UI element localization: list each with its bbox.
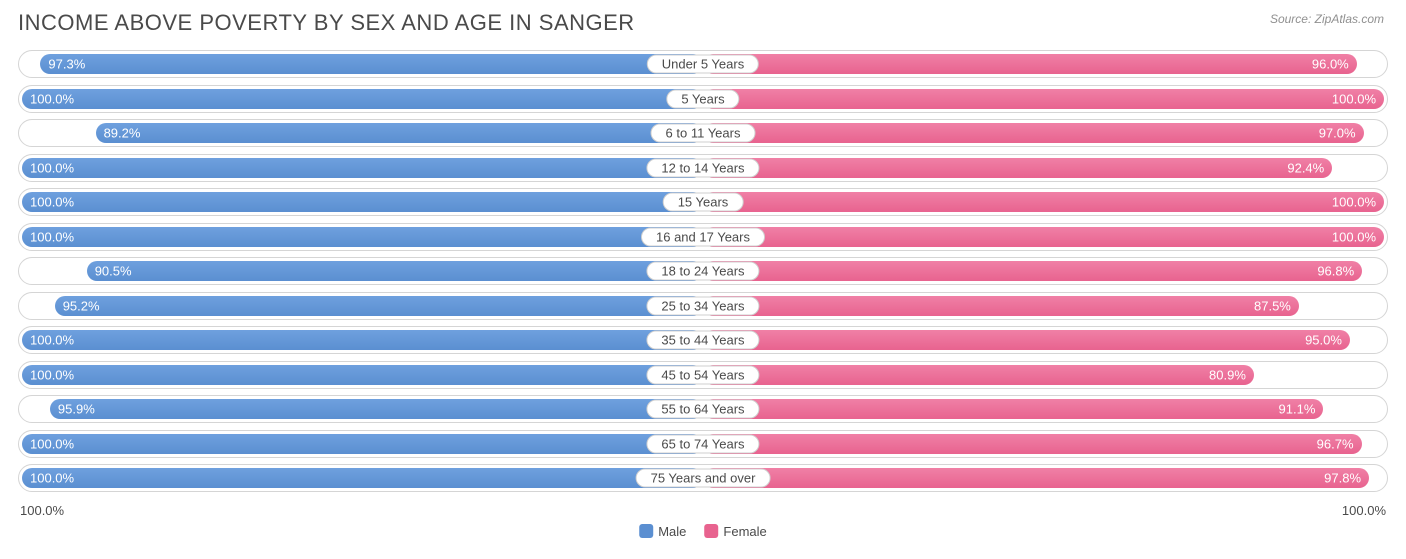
female-value: 95.0% (1305, 333, 1342, 348)
age-label: 16 and 17 Years (641, 227, 765, 246)
male-value: 100.0% (30, 160, 74, 175)
x-axis: 100.0% 100.0% (18, 499, 1388, 518)
female-bar: 96.7% (703, 434, 1362, 454)
source-attribution: Source: ZipAtlas.com (1270, 12, 1384, 26)
male-value: 97.3% (48, 57, 85, 72)
axis-left-label: 100.0% (20, 503, 64, 518)
female-bar: 92.4% (703, 158, 1332, 178)
male-bar: 100.0% (22, 227, 703, 247)
chart-row: 89.2% 97.0% 6 to 11 Years (18, 119, 1388, 147)
female-bar: 100.0% (703, 192, 1384, 212)
age-label: 55 to 64 Years (646, 400, 759, 419)
male-value: 89.2% (104, 126, 141, 141)
female-swatch-icon (704, 524, 718, 538)
male-bar: 97.3% (40, 54, 703, 74)
age-label: 5 Years (666, 89, 739, 108)
female-value: 91.1% (1279, 402, 1316, 417)
age-label: Under 5 Years (647, 55, 759, 74)
male-value: 100.0% (30, 333, 74, 348)
chart-row: 90.5% 96.8% 18 to 24 Years (18, 257, 1388, 285)
chart-row: 95.2% 87.5% 25 to 34 Years (18, 292, 1388, 320)
age-label: 15 Years (663, 193, 744, 212)
male-value: 95.2% (63, 298, 100, 313)
male-swatch-icon (639, 524, 653, 538)
chart-row: 100.0% 100.0% 15 Years (18, 188, 1388, 216)
male-value: 100.0% (30, 471, 74, 486)
legend: Male Female (639, 524, 767, 539)
male-value: 100.0% (30, 436, 74, 451)
legend-male-label: Male (658, 524, 686, 539)
axis-right-label: 100.0% (1342, 503, 1386, 518)
male-bar: 95.2% (55, 296, 703, 316)
female-value: 80.9% (1209, 367, 1246, 382)
age-label: 35 to 44 Years (646, 331, 759, 350)
female-value: 96.0% (1312, 57, 1349, 72)
age-label: 45 to 54 Years (646, 365, 759, 384)
diverging-bar-chart: 97.3% 96.0% Under 5 Years 100.0% 100.0% 5 Yea… (18, 50, 1388, 492)
male-value: 100.0% (30, 195, 74, 210)
chart-row: 100.0% 97.8% 75 Years and over (18, 464, 1388, 492)
legend-female-label: Female (723, 524, 766, 539)
female-bar: 91.1% (703, 399, 1323, 419)
chart-row: 100.0% 92.4% 12 to 14 Years (18, 154, 1388, 182)
male-value: 100.0% (30, 229, 74, 244)
female-bar: 87.5% (703, 296, 1299, 316)
male-bar: 100.0% (22, 468, 703, 488)
female-bar: 97.0% (703, 123, 1364, 143)
legend-female: Female (704, 524, 766, 539)
female-value: 97.0% (1319, 126, 1356, 141)
female-value: 96.7% (1317, 436, 1354, 451)
male-bar: 95.9% (50, 399, 703, 419)
legend-male: Male (639, 524, 686, 539)
male-value: 90.5% (95, 264, 132, 279)
female-value: 92.4% (1287, 160, 1324, 175)
chart-row: 95.9% 91.1% 55 to 64 Years (18, 395, 1388, 423)
male-bar: 89.2% (96, 123, 703, 143)
chart-row: 100.0% 80.9% 45 to 54 Years (18, 361, 1388, 389)
male-bar: 100.0% (22, 192, 703, 212)
female-value: 100.0% (1332, 229, 1376, 244)
female-value: 96.8% (1317, 264, 1354, 279)
chart-row: 97.3% 96.0% Under 5 Years (18, 50, 1388, 78)
chart-row: 100.0% 95.0% 35 to 44 Years (18, 326, 1388, 354)
male-bar: 100.0% (22, 365, 703, 385)
female-bar: 96.0% (703, 54, 1357, 74)
male-value: 100.0% (30, 367, 74, 382)
female-value: 97.8% (1324, 471, 1361, 486)
age-label: 75 Years and over (636, 469, 771, 488)
female-value: 100.0% (1332, 195, 1376, 210)
age-label: 12 to 14 Years (646, 158, 759, 177)
female-bar: 95.0% (703, 330, 1350, 350)
age-label: 6 to 11 Years (651, 124, 756, 143)
chart-title: INCOME ABOVE POVERTY BY SEX AND AGE IN S… (18, 10, 1388, 36)
age-label: 18 to 24 Years (646, 262, 759, 281)
female-value: 87.5% (1254, 298, 1291, 313)
female-bar: 97.8% (703, 468, 1369, 488)
female-bar: 80.9% (703, 365, 1254, 385)
male-bar: 100.0% (22, 89, 703, 109)
male-bar: 100.0% (22, 330, 703, 350)
female-bar: 100.0% (703, 227, 1384, 247)
age-label: 65 to 74 Years (646, 434, 759, 453)
male-bar: 90.5% (87, 261, 703, 281)
chart-row: 100.0% 100.0% 16 and 17 Years (18, 223, 1388, 251)
male-bar: 100.0% (22, 158, 703, 178)
male-value: 100.0% (30, 91, 74, 106)
chart-row: 100.0% 96.7% 65 to 74 Years (18, 430, 1388, 458)
female-value: 100.0% (1332, 91, 1376, 106)
male-bar: 100.0% (22, 434, 703, 454)
age-label: 25 to 34 Years (646, 296, 759, 315)
chart-row: 100.0% 100.0% 5 Years (18, 85, 1388, 113)
male-value: 95.9% (58, 402, 95, 417)
female-bar: 100.0% (703, 89, 1384, 109)
female-bar: 96.8% (703, 261, 1362, 281)
